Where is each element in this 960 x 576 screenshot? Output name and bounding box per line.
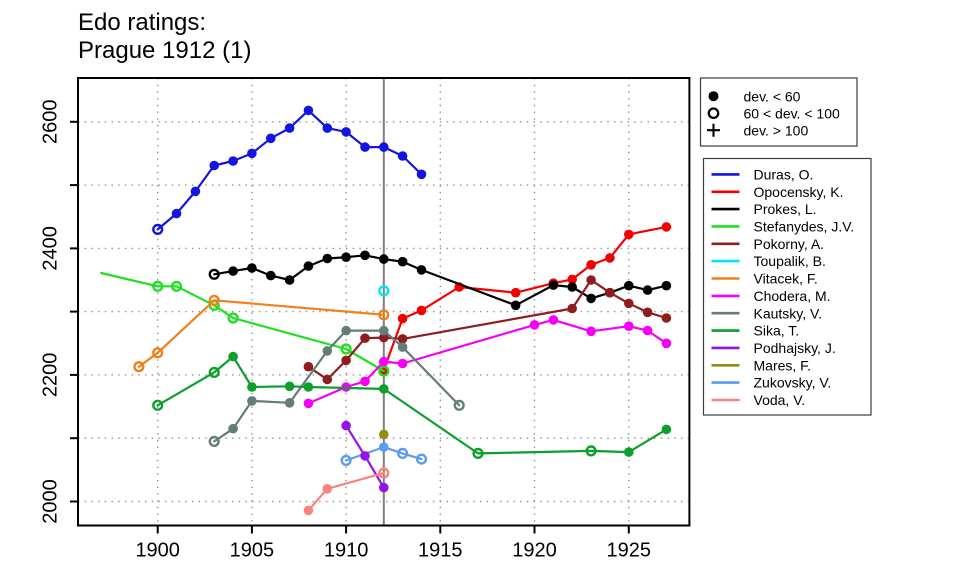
svg-text:Zukovsky, V.: Zukovsky, V.: [754, 375, 832, 391]
svg-text:Stefanydes, J.V.: Stefanydes, J.V.: [754, 219, 855, 235]
svg-text:Kautsky, V.: Kautsky, V.: [754, 305, 822, 321]
svg-text:2400: 2400: [40, 226, 62, 271]
svg-text:Vitacek, F.: Vitacek, F.: [754, 271, 818, 287]
svg-text:60 < dev. < 100: 60 < dev. < 100: [744, 105, 840, 121]
svg-text:Prague 1912 (1): Prague 1912 (1): [78, 37, 251, 64]
svg-text:2200: 2200: [40, 353, 62, 398]
svg-text:Podhajsky, J.: Podhajsky, J.: [754, 340, 836, 356]
svg-text:1925: 1925: [607, 539, 652, 561]
svg-text:2000: 2000: [40, 479, 62, 524]
svg-text:dev. > 100: dev. > 100: [744, 122, 809, 138]
svg-text:dev. < 60: dev. < 60: [744, 89, 801, 105]
svg-text:Pokorny, A.: Pokorny, A.: [754, 236, 825, 252]
svg-text:Voda, V.: Voda, V.: [754, 392, 806, 408]
svg-text:Mares, F.: Mares, F.: [754, 357, 812, 373]
svg-text:Opocensky, K.: Opocensky, K.: [754, 184, 844, 200]
svg-text:Chodera, M.: Chodera, M.: [754, 288, 831, 304]
svg-text:1910: 1910: [324, 539, 369, 561]
svg-text:Prokes, L.: Prokes, L.: [754, 201, 817, 217]
svg-text:Toupalik, B.: Toupalik, B.: [754, 253, 826, 269]
svg-text:Duras, O.: Duras, O.: [754, 167, 814, 183]
svg-text:Sika, T.: Sika, T.: [754, 323, 800, 339]
svg-text:1905: 1905: [230, 539, 275, 561]
svg-text:Edo ratings:: Edo ratings:: [78, 9, 206, 36]
svg-text:2600: 2600: [40, 100, 62, 145]
svg-text:1900: 1900: [135, 539, 180, 561]
svg-text:1915: 1915: [418, 539, 463, 561]
svg-text:1920: 1920: [512, 539, 557, 561]
